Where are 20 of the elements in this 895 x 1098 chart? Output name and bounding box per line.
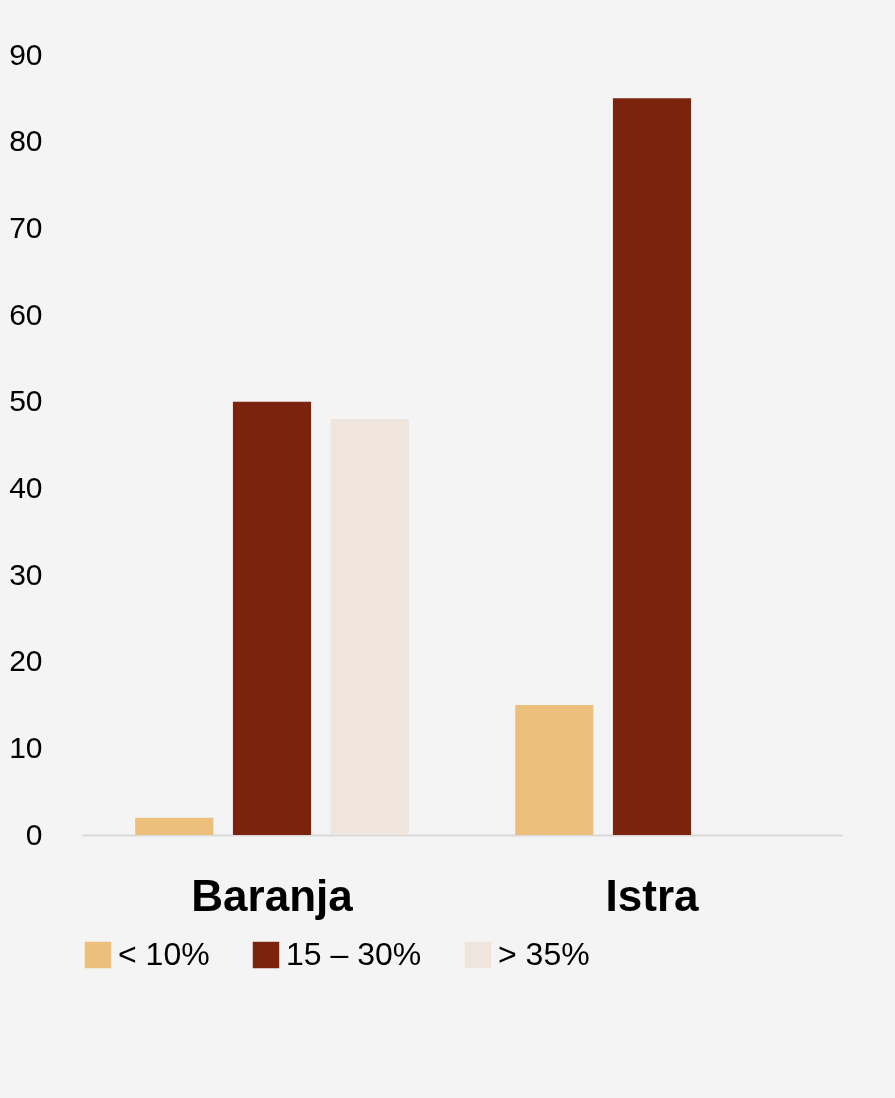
y-tick-label: 0 [25, 817, 43, 851]
bar [330, 419, 409, 835]
y-tick-label: 40 [9, 470, 43, 504]
legend-label: 15 – 30% [286, 936, 422, 972]
legend-label: < 10% [118, 936, 210, 972]
bar [135, 817, 214, 835]
x-tick-label: Istra [605, 870, 699, 920]
y-tick-label: 70 [9, 210, 43, 244]
y-tick-label: 60 [9, 297, 43, 331]
bar [515, 705, 594, 835]
y-tick-label: 10 [9, 730, 43, 764]
x-tick-label: Baranja [191, 870, 354, 920]
y-tick-label: 30 [9, 557, 43, 591]
y-tick-label: 20 [9, 644, 43, 678]
bar [612, 98, 692, 835]
y-tick-label: 90 [9, 37, 43, 71]
bar [232, 401, 312, 835]
y-tick-label: 50 [9, 384, 43, 418]
y-tick-label: 80 [9, 124, 43, 158]
legend-label: > 35% [498, 936, 590, 972]
